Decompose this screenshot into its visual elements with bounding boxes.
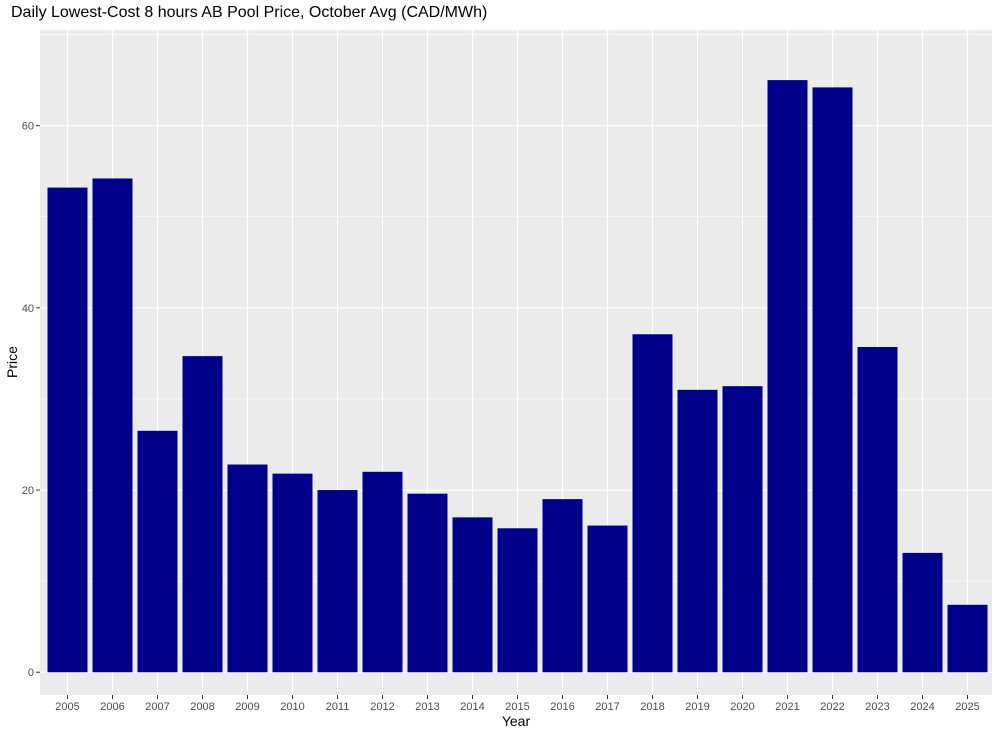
x-tick-label: 2008 xyxy=(190,701,214,713)
x-tick-label: 2015 xyxy=(505,701,529,713)
chart-title: Daily Lowest-Cost 8 hours AB Pool Price,… xyxy=(11,4,488,21)
bar-2025 xyxy=(947,604,988,673)
x-tick-label: 2014 xyxy=(460,701,484,713)
x-tick-label: 2025 xyxy=(955,701,979,713)
x-tick-label: 2018 xyxy=(640,701,664,713)
bar-2008 xyxy=(182,356,223,673)
x-tick-label: 2019 xyxy=(685,701,709,713)
x-tick-label: 2013 xyxy=(415,701,439,713)
bar-2014 xyxy=(452,517,493,673)
bar-2006 xyxy=(92,178,133,673)
bar-2007 xyxy=(137,430,178,673)
x-tick-label: 2009 xyxy=(235,701,259,713)
bar-2022 xyxy=(812,87,853,673)
bar-2021 xyxy=(767,80,808,673)
bar-2005 xyxy=(47,187,88,673)
y-tick-label: 40 xyxy=(22,303,34,315)
x-tick-label: 2006 xyxy=(100,701,124,713)
bar-2016 xyxy=(542,499,583,673)
x-tick-label: 2007 xyxy=(145,701,169,713)
x-tick-label: 2010 xyxy=(280,701,304,713)
y-tick-label: 0 xyxy=(28,667,34,679)
bar-2011 xyxy=(317,490,358,673)
bar-2023 xyxy=(857,347,898,673)
x-tick-label: 2011 xyxy=(326,701,350,713)
x-tick-label: 2017 xyxy=(595,701,619,713)
bar-2017 xyxy=(587,525,628,673)
bar-2024 xyxy=(902,552,943,673)
x-tick-label: 2024 xyxy=(910,701,934,713)
y-tick-label: 60 xyxy=(22,121,34,133)
x-axis: 2005 2006 2007 2008 2009 2010 2011 2012 2013 2014… xyxy=(55,695,980,713)
x-tick-label: 2020 xyxy=(730,701,754,713)
y-tick-label: 20 xyxy=(22,485,34,497)
x-tick-label: 2005 xyxy=(55,701,79,713)
x-tick-label: 2021 xyxy=(775,701,799,713)
bar-2013 xyxy=(407,493,448,673)
x-tick-label: 2022 xyxy=(820,701,844,713)
bar-2018 xyxy=(632,334,673,673)
bar-2012 xyxy=(362,471,403,673)
y-axis: 0 20 40 60 xyxy=(22,121,40,679)
y-axis-title: Price xyxy=(4,346,20,378)
x-tick-label: 2023 xyxy=(865,701,889,713)
bar-2010 xyxy=(272,473,313,673)
bar-2009 xyxy=(227,464,268,673)
bar-2019 xyxy=(677,389,718,673)
x-tick-label: 2016 xyxy=(550,701,574,713)
bars xyxy=(47,80,988,673)
bar-2020 xyxy=(722,386,763,673)
bar-2015 xyxy=(497,528,538,673)
x-axis-title: Year xyxy=(502,713,531,729)
x-tick-label: 2012 xyxy=(370,701,394,713)
